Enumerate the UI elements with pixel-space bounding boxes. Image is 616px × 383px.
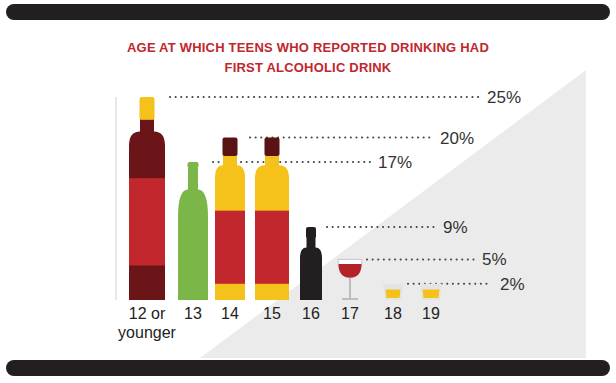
background <box>0 0 616 383</box>
bar <box>420 284 442 300</box>
background-shade <box>200 70 586 358</box>
tick-label: 17% <box>378 153 412 172</box>
bottle-body <box>129 119 165 300</box>
bar <box>178 162 208 300</box>
grid-line <box>327 226 435 228</box>
y-axis <box>116 97 117 300</box>
bottle-body <box>300 238 322 300</box>
bottle-cap <box>223 138 238 156</box>
category-label: 16 <box>276 304 346 323</box>
tick-label: 2% <box>500 275 525 294</box>
bar <box>255 138 289 300</box>
grid-line <box>170 96 479 98</box>
shot-glass <box>383 284 403 300</box>
category-label: 12 or younger <box>112 304 182 342</box>
bottle-label <box>129 178 165 265</box>
glass-wine <box>339 264 362 278</box>
glass-stem <box>349 278 351 298</box>
glass-foot <box>342 298 358 300</box>
bottle-label <box>215 211 245 284</box>
tick-label: 5% <box>482 250 507 269</box>
category-label: 14 <box>195 304 265 323</box>
stage: 25% 20% 17% 9% 5% 2% AGE AT WHICH TEENS WHO RE… <box>0 0 616 383</box>
bottom-bar <box>6 360 610 376</box>
bottle-body <box>255 155 289 300</box>
marks <box>129 97 442 300</box>
tick-label: 25% <box>487 88 521 107</box>
bottle-cap <box>265 138 280 156</box>
bottle-cap <box>188 162 199 168</box>
category-label: 18 <box>358 304 428 323</box>
chart-svg: 25% 20% 17% 9% 5% 2% <box>0 0 616 383</box>
category-label: 13 <box>158 304 228 323</box>
shot-glass <box>420 284 442 300</box>
category-label: 19 <box>396 304 466 323</box>
bottle-cap <box>140 97 155 120</box>
glass-bowl <box>338 259 362 277</box>
top-bar <box>6 4 610 20</box>
category-label: 15 <box>237 304 307 323</box>
bottle-label <box>255 211 289 284</box>
shot-liquid <box>386 289 401 298</box>
bottle-body <box>215 155 245 300</box>
bottle-cap <box>306 227 316 238</box>
category-label: 17 <box>315 304 385 323</box>
bar <box>215 138 245 300</box>
bar <box>300 227 322 300</box>
bar <box>129 97 165 300</box>
tick-label: 20% <box>440 129 474 148</box>
tick-label: 9% <box>443 218 468 237</box>
bottle-body <box>178 167 208 300</box>
bar <box>383 284 403 300</box>
title: AGE AT WHICH TEENS WHO REPORTED DRINKING… <box>108 38 508 78</box>
grid-line <box>367 258 474 260</box>
shot-liquid <box>423 289 440 298</box>
bar <box>338 259 362 300</box>
